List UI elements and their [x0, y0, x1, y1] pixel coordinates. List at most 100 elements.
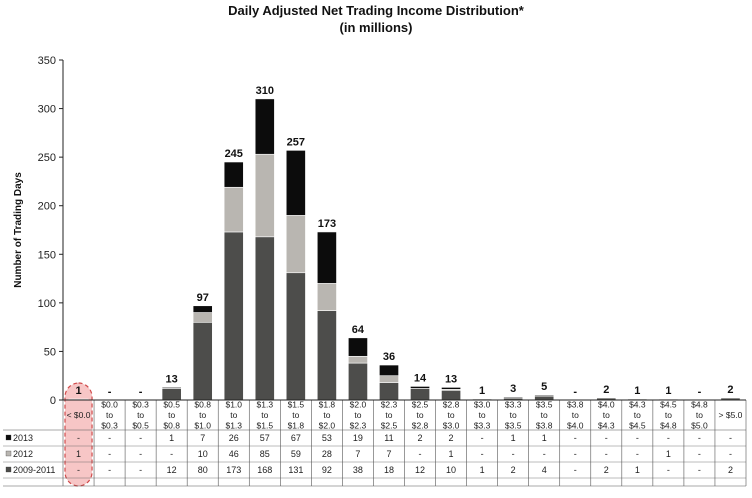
table-cell: 46 — [229, 449, 239, 459]
table-cell: 1 — [449, 449, 454, 459]
category-label: to — [572, 410, 579, 420]
y-tick-label: 150 — [38, 249, 56, 261]
bar-total-label: 1 — [479, 385, 485, 397]
table-cell: - — [77, 433, 80, 443]
category-label: $3.0 — [443, 421, 460, 431]
bar-total-label: 1 — [75, 385, 81, 397]
category-label: to — [261, 410, 268, 420]
category-label: $3.0 — [474, 400, 491, 410]
bar-segment-2013 — [161, 387, 182, 389]
category-label: $3.3 — [505, 400, 522, 410]
table-cell: 173 — [226, 465, 241, 475]
bar-segment-2009-2011 — [410, 388, 430, 401]
table-cell: - — [481, 433, 484, 443]
bar-total-label: 13 — [166, 373, 178, 385]
table-cell: - — [574, 449, 577, 459]
table-cell: 18 — [384, 465, 394, 475]
category-label: to — [385, 410, 392, 420]
y-axis-title: Number of Trading Days — [13, 172, 24, 288]
category-label: $3.5 — [505, 421, 522, 431]
table-cell: 2 — [604, 465, 609, 475]
bar-total-label: 310 — [256, 85, 274, 97]
category-label: $2.0 — [350, 400, 367, 410]
table-grid-layer — [3, 400, 747, 487]
bar-segment-2013 — [254, 98, 275, 155]
y-tick-label: 0 — [50, 395, 56, 407]
category-label: $0.5 — [132, 421, 149, 431]
category-label: $1.5 — [288, 400, 305, 410]
table-cell: 1 — [635, 465, 640, 475]
category-label: $0.3 — [101, 421, 118, 431]
category-label: to — [603, 410, 610, 420]
table-cell: - — [108, 449, 111, 459]
table-cell: - — [108, 433, 111, 443]
bar-total-label: 2 — [603, 384, 609, 396]
category-label: $5.0 — [691, 421, 708, 431]
table-cell: 1 — [542, 433, 547, 443]
table-cell: 168 — [257, 465, 272, 475]
bar-total-label: 5 — [541, 381, 547, 393]
bar-segment-2012 — [285, 215, 306, 274]
table-cell: 12 — [415, 465, 425, 475]
category-label: to — [510, 410, 517, 420]
bar-segment-2013 — [379, 364, 399, 377]
table-cell: - — [419, 449, 422, 459]
bar-total-label: 1 — [665, 385, 671, 397]
category-label: to — [292, 410, 299, 420]
category-label: $4.8 — [691, 400, 708, 410]
table-cell: - — [574, 433, 577, 443]
table-cell: 1 — [480, 465, 485, 475]
table-cell: 2 — [511, 465, 516, 475]
bar-total-label: 2 — [727, 384, 733, 396]
table-cell: - — [729, 449, 732, 459]
category-label: < $0.0 — [67, 410, 91, 420]
chart-subtitle: (in millions) — [340, 20, 413, 35]
table-cell: 131 — [288, 465, 303, 475]
category-label: to — [696, 410, 703, 420]
table-cell: 7 — [355, 449, 360, 459]
category-label: to — [416, 410, 423, 420]
bar-segment-2012 — [316, 283, 337, 311]
table-cell: 53 — [322, 433, 332, 443]
bar-total-label: 97 — [197, 292, 209, 304]
table-cell: 19 — [353, 433, 363, 443]
bar-total-label: 173 — [318, 218, 336, 230]
bar-segment-2013 — [316, 231, 337, 284]
table-cell: - — [77, 465, 80, 475]
legend-swatch-2012 — [5, 450, 12, 457]
table-cell: 26 — [229, 433, 239, 443]
table-cell: 80 — [198, 465, 208, 475]
table-cell: 67 — [291, 433, 301, 443]
table-cell: 1 — [666, 449, 671, 459]
table-cell: - — [698, 465, 701, 475]
category-label: $1.3 — [257, 400, 274, 410]
bar-total-label: 1 — [634, 385, 640, 397]
category-label: $0.3 — [132, 400, 149, 410]
category-label: $4.5 — [660, 400, 677, 410]
bar-total-label: - — [573, 386, 577, 398]
y-tick-label: 350 — [38, 55, 56, 67]
bar-segment-2012 — [379, 375, 399, 383]
category-label: to — [230, 410, 237, 420]
table-cell: - — [512, 449, 515, 459]
table-cell: - — [108, 465, 111, 475]
category-label: to — [199, 410, 206, 420]
category-label: to — [665, 410, 672, 420]
table-cell: - — [139, 465, 142, 475]
bar-segment-2009-2011 — [316, 310, 337, 401]
bar-segment-2009-2011 — [348, 362, 368, 401]
table-cell: 28 — [322, 449, 332, 459]
category-label: $0.8 — [194, 400, 211, 410]
category-label: $2.3 — [350, 421, 367, 431]
table-cell: 2 — [728, 465, 733, 475]
bar-segment-2009-2011 — [379, 382, 399, 401]
category-label: to — [137, 410, 144, 420]
table-cell: - — [574, 465, 577, 475]
bars-layer — [68, 98, 741, 401]
category-label: $2.3 — [381, 400, 398, 410]
data-table: < $0.0$0.0to$0.3$0.3to$0.5$0.5to$0.8$0.8… — [5, 400, 743, 475]
highlight-layer — [64, 382, 93, 487]
bar-total-label: 64 — [352, 324, 365, 336]
